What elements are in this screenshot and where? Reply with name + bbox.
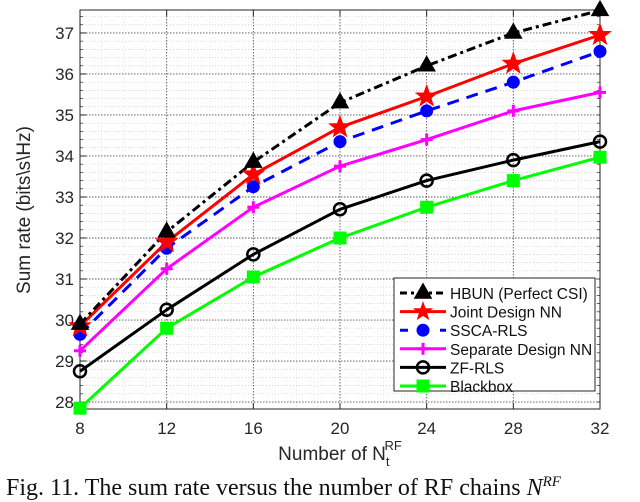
dot-marker (333, 135, 347, 149)
star-marker (328, 114, 352, 138)
x-tick-label: 12 (157, 419, 176, 438)
plus-marker (334, 160, 346, 173)
legend-label: SSCA-RLS (450, 323, 528, 340)
square-marker (420, 200, 434, 214)
square-marker (416, 379, 430, 393)
legend-item: SSCA-RLS (400, 323, 528, 340)
star-marker (501, 51, 526, 74)
triangle-marker (244, 151, 263, 168)
plus-marker (247, 201, 260, 214)
plus-marker (74, 344, 86, 357)
plus-marker (507, 104, 520, 117)
dot-marker (420, 104, 434, 118)
x-axis-label-sub: t (386, 454, 390, 469)
legend-label: Blackbox (450, 379, 513, 396)
circle-marker (72, 364, 88, 379)
dot-marker (506, 75, 520, 89)
x-tick-label: 20 (331, 419, 350, 438)
circle-marker (332, 202, 348, 217)
x-tick-label: 16 (244, 419, 263, 438)
x-tick-label: 24 (417, 419, 436, 438)
y-tick-label: 33 (55, 188, 74, 207)
line-chart: 8 12 16 20 24 28 32 28 29 30 31 32 33 34 35 36 37 Sum r… (14, 0, 612, 469)
square-marker (246, 270, 260, 284)
circle-marker (506, 152, 521, 168)
legend-label: Separate Design NN (450, 342, 592, 359)
dot-marker (246, 180, 260, 194)
y-axis-label: Sum rate (bits\s\Hz) (14, 126, 35, 294)
triangle-marker (413, 282, 433, 299)
y-tick-label: 28 (55, 393, 74, 412)
square-marker (333, 231, 347, 245)
square-marker (73, 401, 87, 415)
legend-label: HBUN (Perfect CSI) (450, 286, 588, 303)
y-tick-label: 31 (55, 270, 74, 289)
x-axis-label: Number of NtRF (278, 438, 402, 469)
series-markers (68, 0, 612, 415)
legend-item: ZF-RLS (400, 360, 504, 377)
x-tick-labels: 8 12 16 20 24 28 32 (75, 419, 609, 438)
legend-label: ZF-RLS (450, 360, 504, 377)
y-tick-label: 34 (55, 147, 74, 166)
x-tick-label: 8 (75, 419, 84, 438)
plus-marker (420, 133, 433, 146)
y-tick-label: 37 (55, 24, 74, 43)
plus-marker (160, 262, 173, 275)
legend-item: HBUN (Perfect CSI) (400, 282, 588, 303)
dot-marker (416, 323, 430, 337)
plus-marker (417, 342, 429, 355)
circle-marker (415, 360, 431, 375)
triangle-marker (330, 92, 350, 109)
triangle-marker (157, 221, 176, 238)
triangle-marker (70, 313, 90, 330)
triangle-marker (590, 0, 610, 17)
circle-marker (592, 134, 608, 149)
star-marker (241, 161, 266, 185)
star-marker (412, 300, 434, 321)
legend-item: Joint Design NN (400, 300, 562, 322)
series-line (79, 140, 601, 373)
y-tick-label: 30 (55, 311, 74, 330)
dot-marker (593, 44, 607, 58)
plus-marker (594, 86, 606, 99)
square-marker (593, 150, 607, 164)
caption-math: N (526, 475, 543, 501)
y-tick-label: 29 (55, 352, 74, 371)
y-tick-label: 36 (55, 65, 74, 84)
legend-item: Blackbox (400, 379, 513, 396)
star-marker (154, 229, 179, 253)
circle-marker (159, 302, 174, 318)
caption-text: Fig. 11. The sum rate versus the number … (6, 475, 527, 501)
x-tick-label: 32 (591, 419, 610, 438)
triangle-marker (504, 22, 523, 39)
y-tick-label: 35 (55, 106, 74, 125)
square-marker (506, 174, 520, 188)
legend: HBUN (Perfect CSI) Joint Design NNSSCA-RL… (393, 277, 596, 396)
square-marker (160, 321, 174, 335)
x-axis-label-sup: RF (384, 438, 401, 453)
y-tick-labels: 28 29 30 31 32 33 34 35 36 37 (55, 24, 74, 412)
x-axis-label-main: Number of N (278, 444, 386, 465)
figure-caption: Fig. 11. The sum rate versus the number … (6, 474, 561, 502)
caption-math-sup: RF (542, 474, 561, 490)
circle-marker (419, 173, 434, 188)
legend-item: Separate Design NN (400, 342, 592, 359)
legend-label: Joint Design NN (450, 305, 562, 322)
star-marker (414, 84, 439, 107)
triangle-marker (417, 55, 436, 72)
star-marker (588, 22, 612, 46)
x-tick-label: 28 (504, 419, 523, 438)
y-tick-label: 32 (55, 229, 74, 248)
circle-marker (246, 247, 261, 262)
